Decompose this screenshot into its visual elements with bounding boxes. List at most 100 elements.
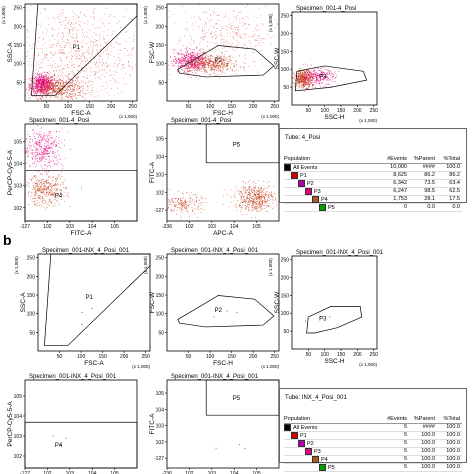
event-dot	[189, 68, 190, 70]
event-dot	[74, 40, 76, 42]
event-dot	[307, 88, 308, 89]
event-dot	[229, 59, 230, 60]
event-dot	[247, 17, 249, 19]
event-dot	[32, 85, 33, 87]
event-dot	[96, 66, 98, 68]
event-dot	[42, 155, 44, 157]
event-dot	[303, 70, 305, 72]
event-dot	[215, 23, 217, 24]
event-dot	[36, 94, 38, 95]
event-dot	[58, 81, 60, 83]
event-dot	[80, 63, 81, 65]
event-dot	[45, 149, 46, 151]
event-dot	[199, 58, 201, 60]
event-dot	[44, 186, 46, 188]
event-dot	[44, 77, 46, 79]
event-dot	[44, 76, 46, 77]
event-dot	[193, 61, 195, 62]
event-dot	[181, 57, 182, 59]
event-dot	[54, 141, 55, 143]
event-dot	[169, 74, 171, 75]
event-dot	[51, 87, 53, 89]
event-dot	[41, 79, 42, 81]
event-dot	[222, 64, 224, 66]
event-dot	[56, 82, 58, 83]
event-dot	[50, 85, 52, 87]
event-dot	[228, 56, 230, 57]
event-dot	[325, 85, 326, 87]
event-dot	[300, 74, 302, 76]
event-dot	[205, 55, 206, 57]
event-dot	[311, 82, 312, 83]
event-dot	[35, 83, 37, 85]
event-dot	[66, 92, 68, 93]
event-dot	[44, 92, 46, 93]
event-dot	[88, 48, 90, 50]
event-dot	[77, 48, 79, 50]
event-dot	[55, 91, 57, 93]
event-dot	[209, 74, 210, 75]
event-dot	[90, 58, 92, 59]
event-dot	[34, 82, 36, 84]
event-dot	[36, 84, 38, 86]
event-dot	[247, 204, 249, 206]
event-dot	[201, 37, 203, 39]
gate-p1[interactable]	[31, 3, 138, 96]
event-dot	[103, 85, 104, 87]
event-dot	[213, 71, 215, 73]
event-dot	[61, 10, 63, 11]
event-dot	[74, 90, 75, 92]
event-dot	[50, 83, 51, 85]
event-dot	[184, 70, 186, 71]
event-dot	[80, 55, 82, 57]
event-dot	[81, 189, 82, 191]
event-dot	[82, 75, 84, 77]
event-dot	[50, 88, 51, 90]
event-dot	[50, 81, 52, 82]
event-dot	[218, 68, 220, 70]
event-dot	[42, 82, 44, 84]
event-dot	[302, 72, 304, 73]
event-dot	[79, 92, 80, 94]
event-dot	[199, 55, 201, 57]
event-dot	[235, 19, 237, 21]
event-dot	[49, 146, 51, 148]
event-dot	[34, 200, 35, 202]
event-dot	[43, 8, 45, 9]
event-dot	[266, 201, 268, 202]
event-dot	[118, 21, 120, 22]
event-dot	[75, 37, 77, 39]
event-dot	[66, 89, 68, 91]
event-dot	[40, 148, 42, 149]
gate-p3[interactable]	[294, 65, 368, 92]
event-dot	[58, 75, 60, 76]
event-dot	[36, 181, 38, 183]
event-dot	[220, 74, 222, 75]
event-dot	[313, 74, 315, 76]
event-dot	[304, 73, 306, 75]
event-dot	[36, 154, 38, 156]
event-dot	[302, 87, 304, 89]
event-dot	[307, 75, 309, 76]
event-dot	[79, 90, 81, 92]
event-dot	[186, 50, 188, 52]
event-dot	[37, 78, 39, 80]
event-dot	[87, 87, 89, 89]
x-tick-label: 104	[88, 224, 97, 230]
gate-p2[interactable]	[177, 45, 275, 78]
event-dot	[255, 185, 257, 187]
event-dot	[298, 76, 300, 77]
event-dot	[235, 60, 237, 62]
event-dot	[31, 152, 33, 154]
y-tick-label: 102	[14, 206, 23, 212]
event-dot	[45, 47, 47, 49]
gate-p4[interactable]	[24, 170, 138, 222]
event-dot	[298, 77, 300, 79]
event-dot	[52, 83, 54, 85]
event-dot	[34, 143, 36, 144]
event-dot	[194, 56, 196, 57]
y-tick-label: 200	[156, 24, 165, 30]
event-dot	[308, 87, 309, 89]
event-dot	[87, 82, 89, 84]
event-dot	[303, 71, 305, 73]
